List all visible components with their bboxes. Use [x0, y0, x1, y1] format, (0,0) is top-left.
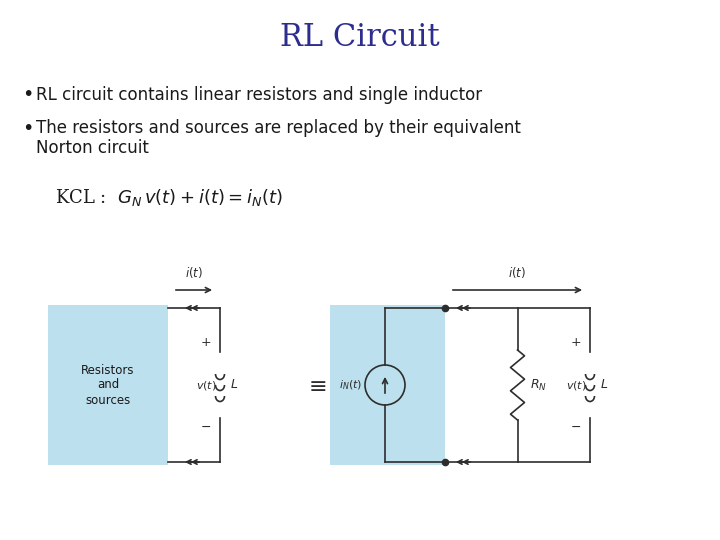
Text: RL circuit contains linear resistors and single inductor: RL circuit contains linear resistors and… — [36, 86, 482, 104]
Text: $\equiv$: $\equiv$ — [304, 375, 326, 395]
Bar — [48, 305, 168, 465]
Text: $L$: $L$ — [230, 379, 238, 392]
Text: The resistors and sources are replaced by their equivalent: The resistors and sources are replaced b… — [36, 119, 521, 137]
Text: −: − — [571, 421, 581, 434]
Text: $i(t)$: $i(t)$ — [508, 265, 526, 280]
Bar — [330, 305, 445, 465]
Text: •: • — [22, 118, 33, 138]
Text: $v(t)$: $v(t)$ — [196, 379, 217, 392]
Text: $i_N(t)$: $i_N(t)$ — [338, 378, 362, 392]
Text: KCL :  $G_N\,v(t)+i(t)=i_N(t)$: KCL : $G_N\,v(t)+i(t)=i_N(t)$ — [55, 187, 283, 208]
Text: Norton circuit: Norton circuit — [36, 139, 149, 157]
Text: •: • — [22, 85, 33, 105]
Text: $L$: $L$ — [600, 379, 608, 392]
Text: $R_N$: $R_N$ — [529, 377, 546, 393]
Text: $v(t)$: $v(t)$ — [566, 379, 586, 392]
Text: +: + — [201, 336, 211, 349]
Text: RL Circuit: RL Circuit — [280, 23, 440, 53]
Text: −: − — [201, 421, 211, 434]
Text: +: + — [571, 336, 581, 349]
Text: $i(t)$: $i(t)$ — [185, 265, 203, 280]
Text: Resistors
and
sources: Resistors and sources — [81, 363, 135, 407]
